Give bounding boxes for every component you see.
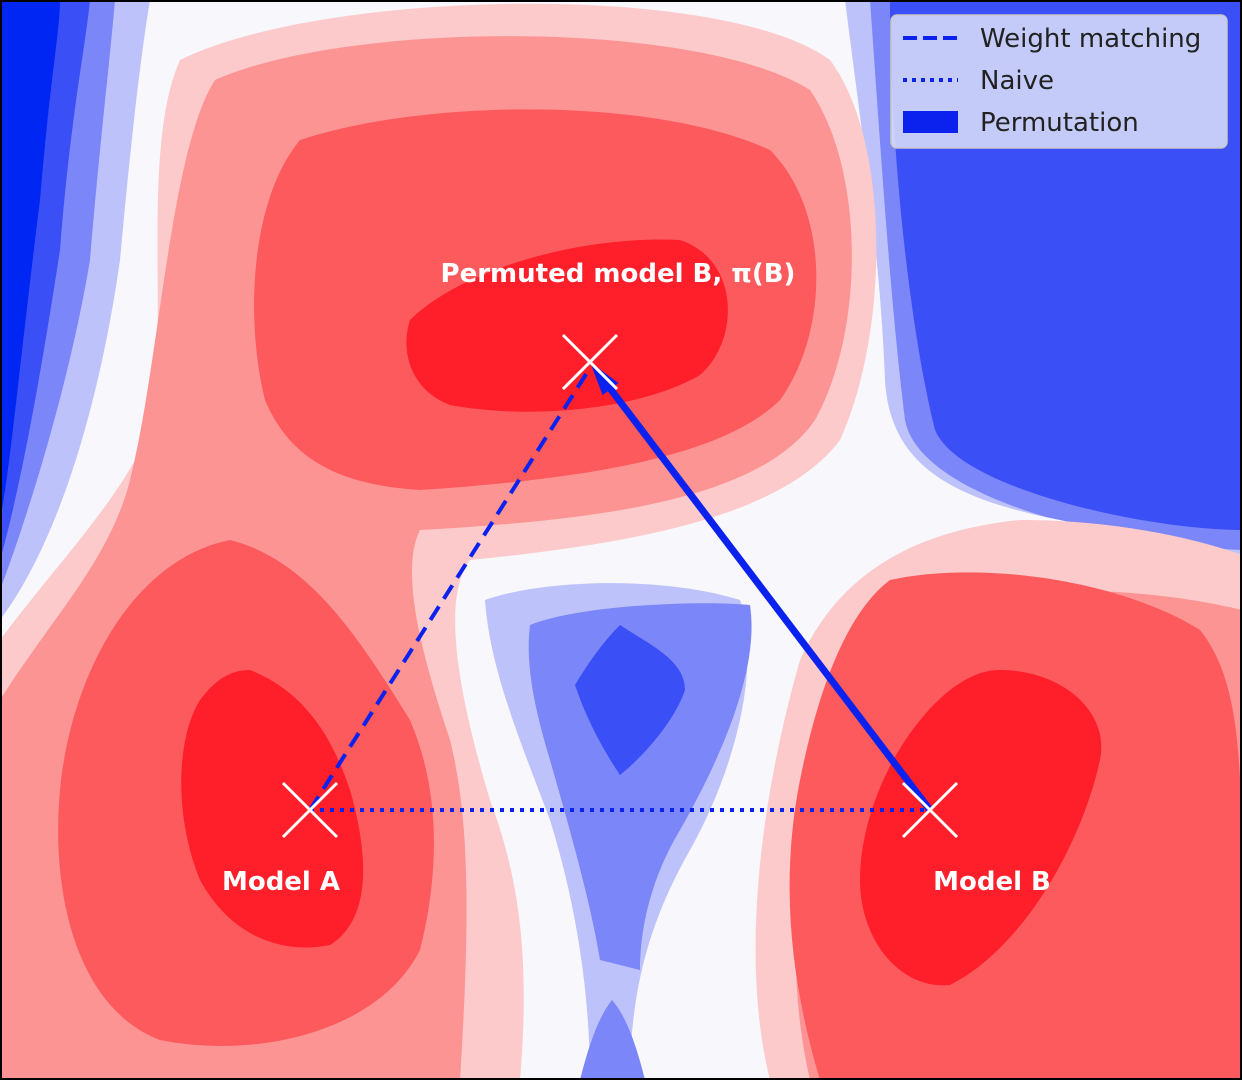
interpolation-paths — [308, 362, 933, 813]
model-b-marker — [901, 781, 959, 839]
permutation-arrow — [590, 362, 933, 813]
model-b-marker-stroke-2 — [901, 781, 959, 839]
legend: Weight matching Naive Permutation — [890, 14, 1228, 149]
contour-level-deep-red — [181, 239, 1102, 986]
legend-permutation-swatch — [903, 111, 958, 133]
model-markers — [281, 333, 959, 839]
permuted-model-b-marker-stroke-2 — [561, 333, 619, 391]
permuted-model-b-marker — [561, 333, 619, 391]
legend-weight-matching-label: Weight matching — [980, 24, 1201, 54]
model-a-marker — [281, 781, 339, 839]
weight-matching-path — [308, 366, 592, 812]
legend-naive-label: Naive — [980, 66, 1054, 96]
legend-permutation-label: Permutation — [980, 108, 1139, 138]
contour-valley-blue-2 — [575, 625, 685, 775]
contour-valley-bottom-blue — [580, 1000, 645, 1078]
model-a-marker-stroke-2 — [281, 781, 339, 839]
model-b-label: Model B — [933, 867, 1051, 897]
permuted-model-b-label: Permuted model B, π(B) — [441, 259, 796, 289]
model-a-label: Model A — [222, 867, 340, 897]
legend-box — [890, 14, 1228, 149]
